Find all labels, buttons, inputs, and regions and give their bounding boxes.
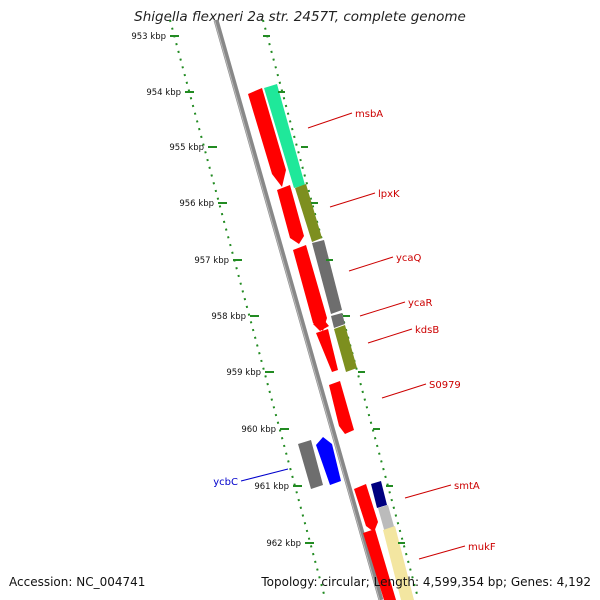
kbp-ticks: 953 kbp 954 kbp 955 kbp 956 kbp 957 kbp 958 k… — [131, 32, 405, 549]
gene-block-ycbC-cds — [316, 437, 341, 485]
gene-block-ycbC-category — [298, 440, 323, 489]
gene-label-leader — [240, 468, 289, 482]
gene-label-kdsB: kdsB — [415, 325, 439, 336]
kbp-tick-label: 956 kbp — [179, 199, 214, 209]
gene-label-ycbC: ycbC — [213, 477, 238, 488]
gene-block-S0979-cds — [329, 381, 354, 434]
gene-label-msbA: msbA — [355, 109, 383, 120]
gene-label-leader — [381, 383, 427, 399]
gene-label-S0979: S0979 — [429, 380, 461, 391]
gene-label-ycaR: ycaR — [408, 298, 433, 309]
tick-guide-left — [169, 19, 326, 599]
gene-label-mukF: mukF — [468, 542, 496, 553]
gene-label-ycaQ: ycaQ — [396, 253, 422, 264]
gene-block-mukF-category — [383, 526, 414, 600]
gene-label-lpxK: lpxK — [378, 189, 400, 200]
gene-block-ycaR-cds — [313, 320, 329, 331]
gene-block-ycaQ-category — [312, 240, 342, 314]
kbp-tick-label: 955 kbp — [169, 143, 204, 153]
gene-block-smtA-category-grey — [378, 505, 395, 533]
kbp-tick-label: 953 kbp — [131, 32, 166, 42]
gene-block-ycaQ-cds — [293, 245, 327, 331]
gene-block-kdsB-category — [334, 325, 357, 372]
kbp-tick-label: 958 kbp — [211, 312, 246, 322]
gene-label-leader — [418, 545, 466, 560]
kbp-tick-label: 957 kbp — [194, 256, 229, 266]
kbp-tick-label: 959 kbp — [226, 368, 261, 378]
gene-label-leader — [348, 256, 394, 272]
gene-block-smtA-cds — [354, 484, 378, 532]
genome-backbone — [213, 19, 384, 600]
gene-block-kdsB-cds — [316, 329, 338, 372]
genome-backbone-highlight — [214, 19, 380, 600]
gene-block-msbA-category — [264, 84, 305, 188]
gene-block-smtA-category — [371, 481, 387, 508]
gene-label-leader — [359, 301, 406, 317]
gene-label-leader — [329, 192, 376, 208]
kbp-tick-label: 960 kbp — [241, 425, 276, 435]
kbp-tick-label: 954 kbp — [146, 88, 181, 98]
gene-label-leader — [307, 112, 353, 129]
accession-text: Accession: NC_004741 — [9, 575, 146, 589]
gene-block-lpxK-category — [295, 184, 322, 242]
gene-block-msbA-cds — [248, 88, 286, 187]
gene-labels: msbA lpxK ycaQ ycaR kdsB S0979 ycbC smtA mukF — [213, 109, 496, 560]
gene-label-smtA: smtA — [454, 481, 480, 492]
gene-block-mukF-cds — [363, 529, 396, 600]
kbp-tick-label: 962 kbp — [266, 539, 301, 549]
gene-block-ycaR-category — [331, 313, 345, 328]
kbp-tick-label: 961 kbp — [254, 482, 289, 492]
gene-label-leader — [367, 328, 413, 344]
summary-text: Topology: circular; Length: 4,599,354 bp… — [261, 575, 591, 589]
gene-block-lpxK-cds — [277, 185, 304, 244]
gene-label-leader — [404, 484, 452, 499]
